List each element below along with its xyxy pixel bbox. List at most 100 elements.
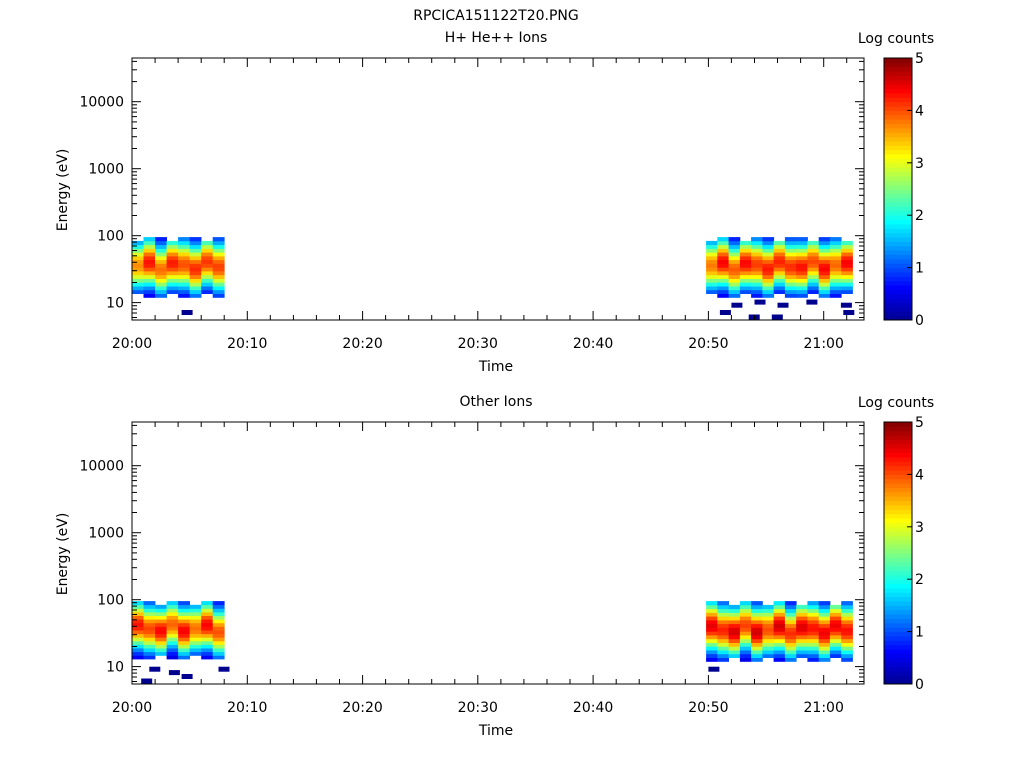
heatmap-cell xyxy=(143,633,156,638)
heatmap-cell xyxy=(784,650,797,655)
y-tick-label: 10 xyxy=(106,296,124,312)
y-tick-label: 1000 xyxy=(88,526,124,542)
heatmap-cell xyxy=(166,263,179,268)
heatmap-cell xyxy=(189,255,202,261)
heatmap-cell xyxy=(706,267,718,272)
heatmap-cell xyxy=(818,286,831,291)
heatmap-cell xyxy=(807,240,820,246)
heatmap-cell xyxy=(178,626,190,631)
colorbar: 0 1 2 3 4 5 xyxy=(883,51,924,329)
heatmap-cell xyxy=(706,612,718,617)
heatmap-cell xyxy=(818,635,831,640)
colorbar-label: Log counts xyxy=(858,395,934,411)
y-axis-label: Energy (eV) xyxy=(55,149,71,232)
colorbar-swatch xyxy=(884,140,912,146)
heatmap-cell xyxy=(717,616,729,621)
heatmap-cell xyxy=(717,619,729,625)
heatmap-cell xyxy=(751,646,763,651)
heatmap-cell xyxy=(178,612,190,616)
heatmap-cell xyxy=(728,263,741,268)
heatmap-cell xyxy=(841,646,853,651)
heatmap-cell xyxy=(166,289,179,294)
heatmap-cell xyxy=(773,653,786,658)
heatmap-cell xyxy=(717,631,729,636)
heatmap-cell xyxy=(751,263,763,268)
colorbar-swatch xyxy=(884,106,912,111)
heatmap-cell xyxy=(132,626,144,631)
heatmap-cell xyxy=(751,657,763,662)
heatmap-cell xyxy=(751,237,763,242)
heatmap-cell xyxy=(155,622,167,627)
heatmap-cell xyxy=(155,267,167,272)
colorbar-swatch xyxy=(884,553,912,558)
heatmap-cell xyxy=(818,619,831,625)
heatmap-cell xyxy=(818,616,831,621)
x-ticks: 20:00 20:10 20:20 20:30 20:40 20:50 21:00 xyxy=(112,422,848,716)
heatmap-cell xyxy=(829,255,842,261)
heatmap-cell xyxy=(212,267,225,272)
heatmap-cell xyxy=(773,259,786,264)
heatmap-cell xyxy=(841,612,853,617)
colorbar-swatch xyxy=(884,84,912,90)
y-tick-label: 1000 xyxy=(88,162,124,178)
heatmap-cell xyxy=(773,274,786,279)
heatmap-cell xyxy=(739,608,752,613)
heatmap-cell xyxy=(751,271,763,276)
heatmap-cell xyxy=(807,650,820,655)
heatmap-cell xyxy=(739,650,752,655)
heatmap-cell xyxy=(706,650,718,655)
heatmap-cell xyxy=(807,612,820,617)
heatmap-cell xyxy=(201,608,214,613)
heatmap-cell xyxy=(189,252,202,257)
heatmap-cell xyxy=(189,248,202,253)
heatmap-cell xyxy=(818,293,831,298)
colorbar-swatch xyxy=(884,289,912,295)
heatmap-cell xyxy=(818,623,831,628)
heatmap-cell xyxy=(773,646,786,651)
heatmap-cell xyxy=(132,267,144,272)
heatmap-cell xyxy=(166,601,179,606)
colorbar-swatch xyxy=(884,657,912,663)
heatmap-cell xyxy=(751,244,763,249)
colorbar-swatch xyxy=(884,635,912,641)
heatmap-cell xyxy=(739,274,752,279)
heatmap-cell xyxy=(717,267,729,272)
heatmap-cell xyxy=(728,252,741,257)
heatmap-cell xyxy=(178,259,190,264)
heatmap-cell xyxy=(818,274,831,279)
heatmap-cell xyxy=(841,604,853,610)
heatmap-cell xyxy=(818,601,831,606)
heatmap-cell xyxy=(132,263,144,268)
heatmap-cell xyxy=(212,601,225,606)
heatmap-cell xyxy=(751,293,763,298)
heatmap-cell xyxy=(841,240,853,246)
heatmap-cell xyxy=(784,601,797,606)
colorbar-swatch xyxy=(884,644,912,650)
heatmap-cell xyxy=(166,274,179,279)
heatmap-cell xyxy=(178,263,190,268)
heatmap-cell xyxy=(178,615,190,620)
colorbar-swatch xyxy=(884,596,912,602)
heatmap-cell xyxy=(841,619,853,625)
heatmap-cell xyxy=(178,630,190,635)
y-ticks: 10 100 1000 10000 xyxy=(79,60,864,318)
heatmap-cell xyxy=(807,252,820,257)
colorbar-swatch xyxy=(884,298,912,304)
heatmap-cell xyxy=(717,252,729,257)
heatmap-cell xyxy=(841,252,853,257)
heatmap-cell xyxy=(143,244,156,249)
colorbar-swatch xyxy=(884,280,912,286)
colorbar-swatch xyxy=(884,228,912,234)
heatmap-cell xyxy=(773,619,786,625)
heatmap-cell xyxy=(212,282,225,287)
heatmap-cell xyxy=(706,642,718,647)
colorbar-swatch xyxy=(884,500,912,506)
heatmap-cell xyxy=(181,310,193,315)
heatmap-cell xyxy=(178,655,190,660)
heatmap-cell xyxy=(166,286,179,291)
heatmap-cell xyxy=(166,267,179,272)
colorbar-swatch xyxy=(884,557,912,563)
colorbar-swatch xyxy=(884,526,912,532)
heatmap-cell xyxy=(717,642,729,647)
